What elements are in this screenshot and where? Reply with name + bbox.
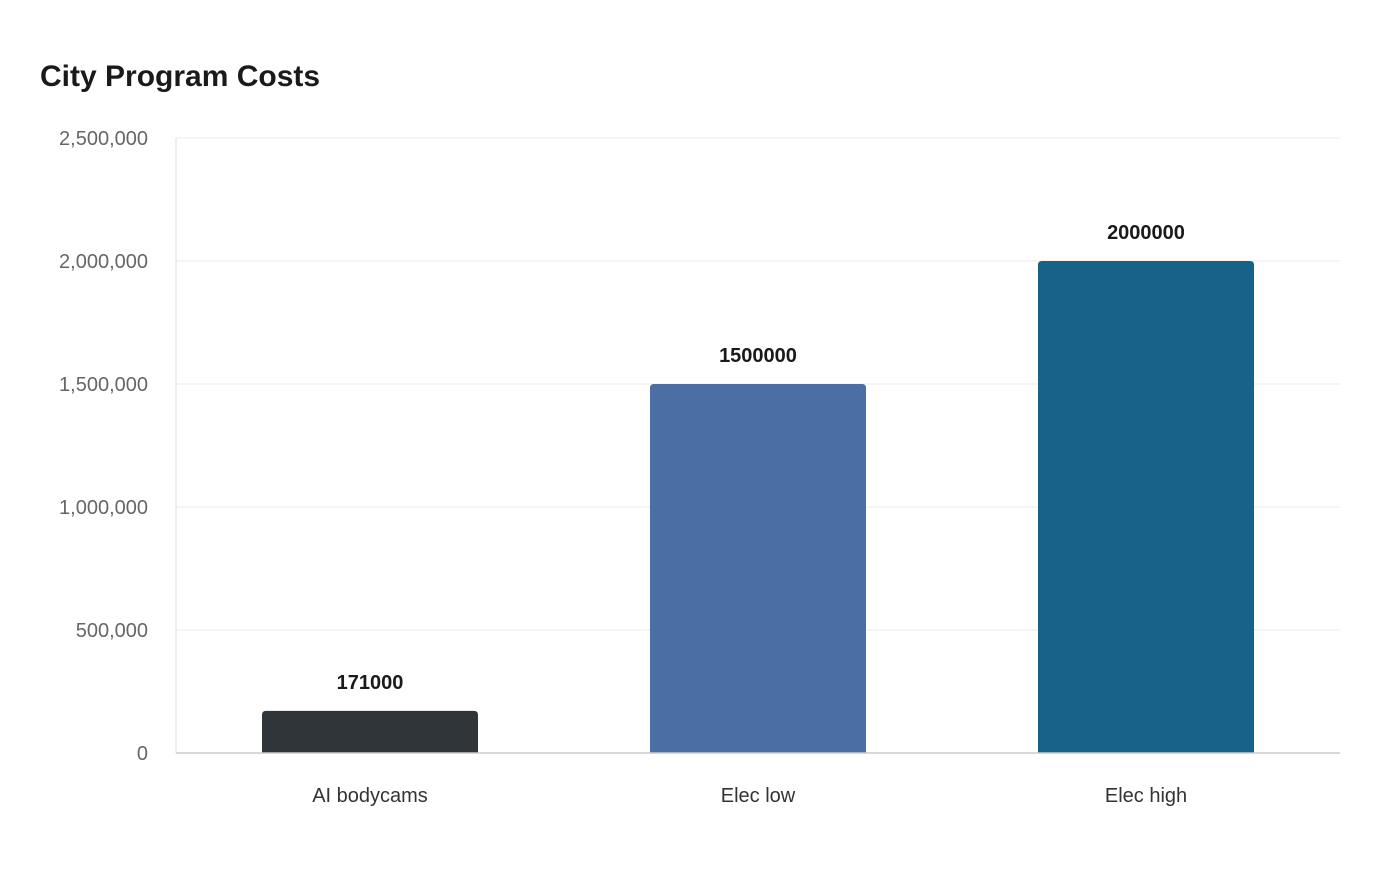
data-label: 2000000 [1107, 222, 1185, 244]
x-tick-label: AI bodycams [312, 785, 428, 807]
y-tick-label: 1,000,000 [59, 497, 148, 519]
bar [1038, 261, 1254, 753]
data-label: 171000 [337, 672, 404, 694]
chart-title: City Program Costs [40, 60, 321, 93]
y-tick-label: 1,500,000 [59, 374, 148, 396]
x-tick-label: Elec high [1105, 785, 1187, 807]
x-tick-label: Elec low [721, 785, 796, 807]
bar [650, 384, 866, 753]
y-tick-label: 500,000 [76, 620, 148, 642]
y-tick-label: 2,500,000 [59, 128, 148, 150]
y-tick-label: 0 [137, 743, 148, 765]
y-tick-label: 2,000,000 [59, 251, 148, 273]
bar [262, 710, 478, 753]
data-label: 1500000 [719, 345, 797, 367]
